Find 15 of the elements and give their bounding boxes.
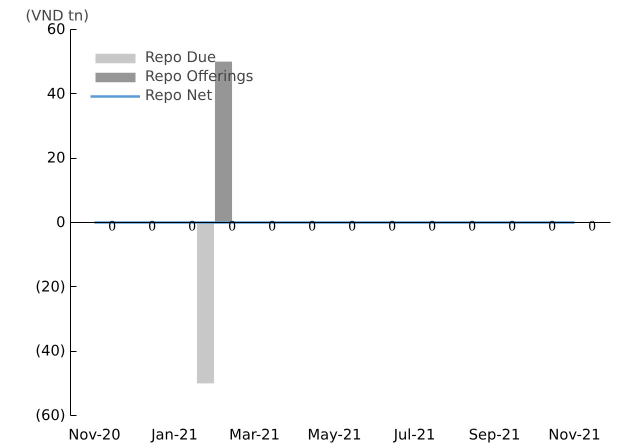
x-tick-label: Nov-21 — [548, 426, 601, 444]
x-tick-label: Jul-21 — [392, 426, 436, 444]
y-tick-label: 20 — [46, 150, 66, 167]
y-tick-label: (40) — [35, 342, 66, 360]
x-tick-label: May-21 — [308, 426, 362, 444]
y-tick-label: 0 — [56, 214, 66, 231]
legend-label: Repo Due — [145, 49, 216, 66]
y-tick-label: (60) — [35, 407, 66, 424]
x-tick-label: Jan-21 — [150, 426, 198, 444]
y-tick-label: 40 — [46, 85, 66, 102]
x-tick-label: Mar-21 — [229, 426, 280, 444]
x-tick-label: Sep-21 — [468, 426, 520, 444]
x-tick-label: Nov-20 — [68, 426, 121, 444]
y-tick-label: (20) — [35, 278, 66, 296]
legend-label: Repo Net — [145, 87, 212, 104]
